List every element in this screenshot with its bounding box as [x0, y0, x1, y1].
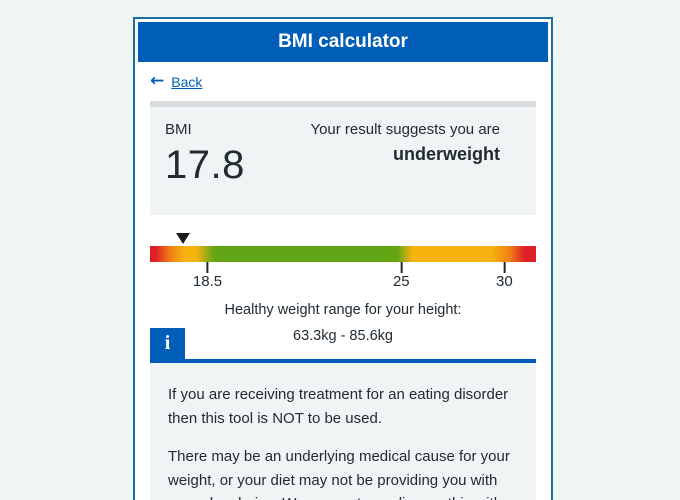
bmi-value: 17.8: [165, 143, 245, 187]
gauge-tick-line: [206, 262, 209, 273]
gauge-tick-label: 30: [496, 273, 513, 290]
info-box-paragraphs: If you are receiving treatment for an ea…: [150, 359, 536, 500]
info-icon: i: [150, 328, 185, 359]
divider-bar: [150, 101, 536, 107]
bmi-label: BMI: [165, 121, 192, 138]
result-category: underweight: [393, 144, 500, 164]
healthy-range-block: Healthy weight range for your height: 63…: [150, 301, 536, 345]
gauge-tick-label: 18.5: [192, 273, 223, 290]
gauge-tick: 18.5: [193, 262, 222, 291]
gauge-marker-row: [150, 233, 536, 246]
page-title: BMI calculator: [278, 31, 408, 52]
gauge-tick: 25: [393, 262, 410, 291]
back-row: ← Back: [150, 62, 536, 101]
bmi-calculator-card: BMI calculator ← Back BMI 17.8 Your resu…: [133, 17, 553, 500]
healthy-range-value: 63.3kg - 85.6kg: [293, 328, 393, 344]
gauge-gradient-bar: [150, 246, 536, 262]
gauge-tick-line: [400, 262, 403, 273]
info-paragraph: There may be an underlying medical cause…: [168, 448, 510, 500]
bmi-gauge: 18.5 25 30: [150, 233, 536, 291]
card-content: ← Back BMI 17.8 Your result suggests you…: [138, 62, 548, 500]
gauge-tick: 30: [496, 262, 513, 291]
result-suggestion-text: Your result suggests you are: [310, 121, 500, 138]
result-right-column: Your result suggests you are underweight: [310, 120, 500, 215]
result-box: BMI 17.8 Your result suggests you are un…: [150, 107, 536, 215]
info-paragraph: If you are receiving treatment for an ea…: [168, 386, 509, 427]
gauge-tick-line: [503, 262, 506, 273]
left-arrow-icon: ←: [150, 71, 165, 91]
gauge-marker-icon: [175, 233, 190, 244]
back-link-label: Back: [171, 73, 203, 90]
healthy-range-label: Healthy weight range for your height:: [224, 302, 462, 318]
back-link[interactable]: ← Back: [150, 73, 202, 90]
card-header: BMI calculator: [138, 22, 548, 62]
info-icon-glyph: i: [164, 332, 171, 354]
gauge-tick-label: 25: [392, 273, 410, 290]
gauge-ticks: 18.5 25 30: [150, 262, 536, 291]
info-section: i If you are receiving treatment for an …: [150, 328, 536, 500]
result-left-column: BMI 17.8: [165, 120, 245, 215]
